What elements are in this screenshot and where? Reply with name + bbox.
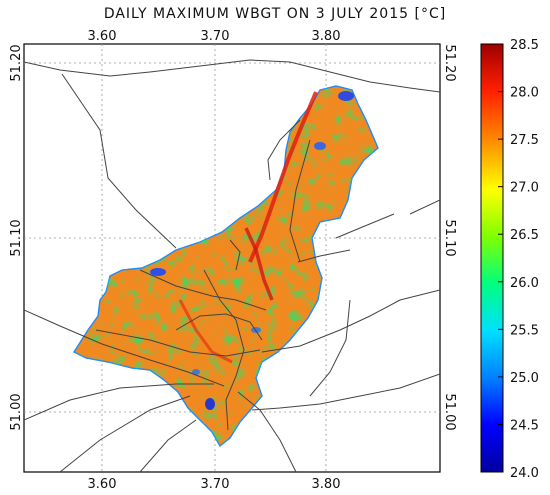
- lat-tick-left: 51.20: [9, 44, 24, 81]
- colorbar: 24.0 24.5 25.0 25.5 26.0 26.5 27.0 27.5 28.0 28.5: [480, 38, 539, 481]
- lon-tick-top: 3.70: [201, 29, 230, 44]
- road-network: [24, 59, 440, 472]
- lon-tick-bottom: 3.80: [312, 477, 341, 492]
- lon-tick-top: 3.80: [312, 29, 341, 44]
- wbgt-field: [72, 85, 379, 448]
- cool-spot: [338, 91, 354, 101]
- colorbar-tick-label: 25.5: [510, 323, 539, 338]
- colorbar-tick-label: 28.0: [510, 86, 539, 101]
- colorbar-tick-label: 24.5: [510, 418, 539, 433]
- lon-tick-top: 3.60: [88, 29, 117, 44]
- lon-tick-bottom: 3.60: [88, 477, 117, 492]
- colorbar-tick-label: 28.5: [510, 38, 539, 53]
- colorbar-tick-label: 27.5: [510, 133, 539, 148]
- colorbar-tick-label: 25.0: [510, 371, 539, 386]
- cool-spot: [205, 398, 215, 410]
- lon-tick-bottom: 3.70: [201, 477, 230, 492]
- lat-tick-right: 51.20: [442, 44, 457, 81]
- colorbar-tick-label: 24.0: [510, 466, 539, 481]
- lat-tick-right: 51.10: [442, 219, 457, 256]
- longitude-axis-top: 3.60 3.70 3.80: [88, 29, 341, 44]
- cool-spot: [251, 327, 261, 333]
- colorbar-tick-label: 27.0: [510, 181, 539, 196]
- colorbar-ticks: 24.0 24.5 25.0 25.5 26.0 26.5 27.0 27.5 28.0 28.5: [498, 38, 539, 481]
- lat-tick-left: 51.10: [9, 219, 24, 256]
- cool-spot: [150, 268, 166, 276]
- latitude-axis-right: 51.00 51.10 51.20: [442, 44, 457, 430]
- colorbar-tick-label: 26.5: [510, 228, 539, 243]
- colorbar-tick-label: 26.0: [510, 276, 539, 291]
- longitude-axis-bottom: 3.60 3.70 3.80: [88, 477, 341, 492]
- colorbar-ramp: [480, 43, 504, 473]
- hot-streak: [178, 299, 233, 364]
- hot-streak: [244, 227, 274, 301]
- latitude-axis-left: 51.00 51.10 51.20: [9, 44, 24, 430]
- hot-streak: [248, 91, 318, 263]
- cool-spot: [314, 142, 326, 150]
- lat-tick-right: 51.00: [442, 393, 457, 430]
- lat-tick-left: 51.00: [9, 393, 24, 430]
- map-title: DAILY MAXIMUM WBGT ON 3 JULY 2015 [°C]: [103, 6, 447, 22]
- cool-spot: [192, 369, 200, 375]
